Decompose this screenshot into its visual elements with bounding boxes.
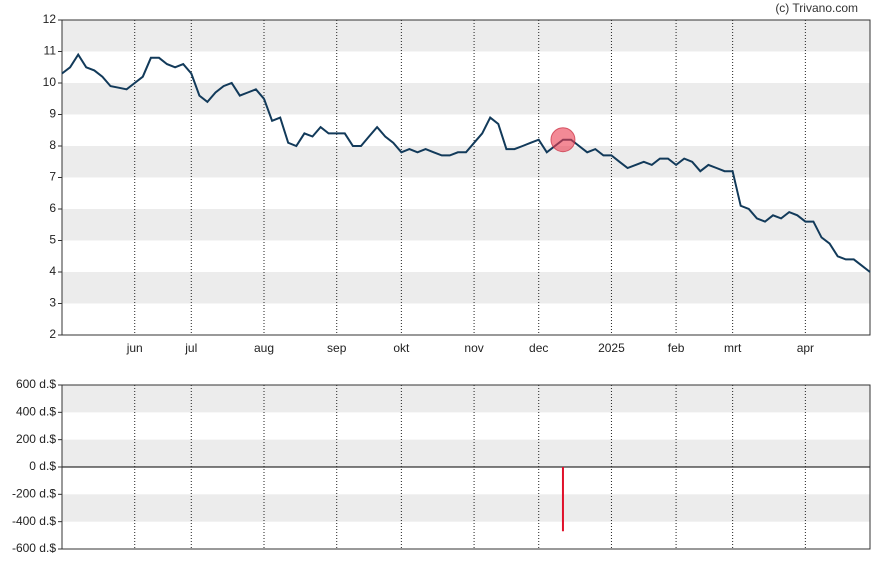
x-tick-label: aug (254, 341, 274, 355)
stripe (62, 272, 870, 304)
y-tick-label: 200 d.$ (16, 432, 56, 446)
plot-frame (61, 19, 871, 336)
y-tick-label: 0 d.$ (29, 459, 56, 473)
price-line (61, 52, 871, 273)
y-tick-label: 5 (49, 233, 56, 247)
stripe (62, 385, 870, 413)
stripe (62, 20, 870, 52)
stripe (62, 494, 870, 522)
stripe (62, 146, 870, 178)
y-tick-label: 11 (44, 44, 57, 58)
trade-marker (550, 127, 576, 153)
x-tick-label: jun (126, 341, 143, 355)
x-tick-label: dec (529, 341, 548, 355)
plot-frame (61, 384, 871, 550)
x-tick-label: jul (184, 341, 197, 355)
y-tick-label: 9 (49, 107, 56, 121)
y-tick-label: -400 d.$ (12, 514, 56, 528)
y-tick-label: 3 (49, 296, 56, 310)
y-tick-label: 12 (43, 12, 57, 26)
x-tick-label: apr (797, 341, 814, 355)
x-tick-label: nov (464, 341, 483, 355)
x-tick-label: sep (327, 341, 347, 355)
x-tick-label: feb (668, 341, 685, 355)
y-tick-label: 400 d.$ (16, 405, 56, 419)
stripe (62, 83, 870, 115)
x-tick-label: okt (393, 341, 410, 355)
y-tick-label: -600 d.$ (12, 541, 56, 555)
y-tick-label: 6 (49, 201, 56, 215)
y-tick-label: 10 (43, 75, 57, 89)
y-tick-label: 4 (49, 264, 56, 278)
stripe (62, 439, 870, 467)
x-tick-label: 2025 (598, 341, 625, 355)
credit: (c) Trivano.com (775, 1, 858, 15)
y-tick-label: -200 d.$ (12, 487, 56, 501)
y-tick-label: 600 d.$ (16, 377, 56, 391)
y-tick-label: 2 (49, 327, 56, 341)
x-tick-label: mrt (724, 341, 742, 355)
y-tick-label: 8 (49, 138, 56, 152)
stripe (62, 209, 870, 241)
y-tick-label: 7 (49, 170, 56, 184)
